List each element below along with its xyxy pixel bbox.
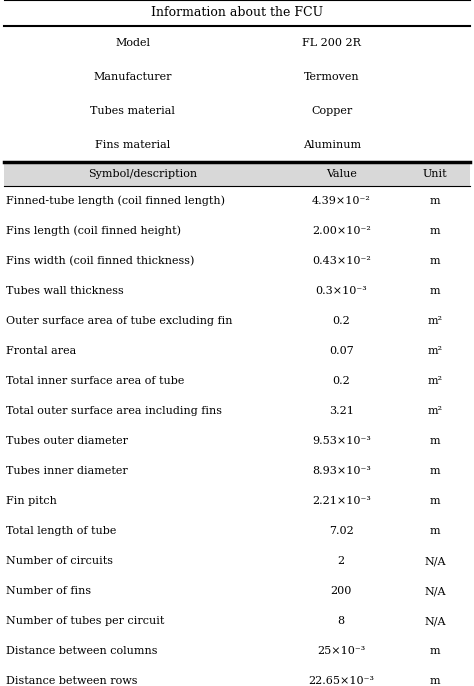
- Text: Distance between columns: Distance between columns: [6, 646, 157, 656]
- Text: Tubes wall thickness: Tubes wall thickness: [6, 286, 124, 296]
- Text: 200: 200: [330, 586, 352, 596]
- Text: Fins length (coil finned height): Fins length (coil finned height): [6, 226, 181, 236]
- Text: 8: 8: [337, 616, 345, 626]
- Text: m: m: [430, 286, 440, 296]
- Text: Tubes inner diameter: Tubes inner diameter: [6, 466, 128, 476]
- Text: Number of fins: Number of fins: [6, 586, 91, 596]
- Text: Fins width (coil finned thickness): Fins width (coil finned thickness): [6, 256, 194, 266]
- Text: m: m: [430, 676, 440, 686]
- Text: Number of circuits: Number of circuits: [6, 556, 113, 566]
- Text: m: m: [430, 466, 440, 476]
- Text: Fin pitch: Fin pitch: [6, 496, 57, 506]
- Text: Termoven: Termoven: [304, 72, 360, 82]
- Text: m: m: [430, 526, 440, 536]
- Text: m²: m²: [428, 406, 443, 416]
- Text: 0.2: 0.2: [332, 316, 350, 326]
- Text: 3.21: 3.21: [329, 406, 354, 416]
- Text: Fins material: Fins material: [95, 140, 170, 150]
- Text: Information about the FCU: Information about the FCU: [151, 6, 323, 19]
- Text: Aluminum: Aluminum: [303, 140, 361, 150]
- Text: m²: m²: [428, 376, 443, 386]
- Text: N/A: N/A: [425, 586, 446, 596]
- Text: m: m: [430, 646, 440, 656]
- Text: m²: m²: [428, 316, 443, 326]
- Text: 0.2: 0.2: [332, 376, 350, 386]
- Text: 0.07: 0.07: [329, 346, 354, 356]
- Text: Total length of tube: Total length of tube: [6, 526, 117, 536]
- Text: 8.93×10⁻³: 8.93×10⁻³: [312, 466, 371, 476]
- Text: 2.21×10⁻³: 2.21×10⁻³: [312, 496, 371, 506]
- Text: m²: m²: [428, 346, 443, 356]
- Text: 25×10⁻³: 25×10⁻³: [317, 646, 365, 656]
- Text: m: m: [430, 196, 440, 206]
- Text: Total inner surface area of tube: Total inner surface area of tube: [6, 376, 184, 386]
- Text: Outer surface area of tube excluding fin: Outer surface area of tube excluding fin: [6, 316, 233, 326]
- Text: Tubes material: Tubes material: [90, 106, 175, 116]
- Text: Manufacturer: Manufacturer: [93, 72, 172, 82]
- Text: 9.53×10⁻³: 9.53×10⁻³: [312, 436, 371, 446]
- Text: Finned-tube length (coil finned length): Finned-tube length (coil finned length): [6, 196, 225, 206]
- Bar: [4, 162, 470, 186]
- Text: m: m: [430, 256, 440, 266]
- Text: Total outer surface area including fins: Total outer surface area including fins: [6, 406, 222, 416]
- Text: m: m: [430, 496, 440, 506]
- Text: 22.65×10⁻³: 22.65×10⁻³: [308, 676, 374, 686]
- Text: Value: Value: [326, 169, 357, 179]
- Text: 0.43×10⁻²: 0.43×10⁻²: [312, 256, 371, 266]
- Text: Symbol/description: Symbol/description: [89, 169, 198, 179]
- Text: Model: Model: [115, 38, 150, 48]
- Text: 7.02: 7.02: [329, 526, 354, 536]
- Text: Number of tubes per circuit: Number of tubes per circuit: [6, 616, 164, 626]
- Text: N/A: N/A: [425, 616, 446, 626]
- Text: Tubes outer diameter: Tubes outer diameter: [6, 436, 128, 446]
- Text: m: m: [430, 436, 440, 446]
- Text: N/A: N/A: [425, 556, 446, 566]
- Text: 2: 2: [337, 556, 345, 566]
- Text: m: m: [430, 226, 440, 236]
- Text: Copper: Copper: [311, 106, 353, 116]
- Text: 2.00×10⁻²: 2.00×10⁻²: [312, 226, 371, 236]
- Text: 4.39×10⁻²: 4.39×10⁻²: [312, 196, 371, 206]
- Text: Frontal area: Frontal area: [6, 346, 76, 356]
- Text: Unit: Unit: [423, 169, 447, 179]
- Text: 0.3×10⁻³: 0.3×10⁻³: [315, 286, 367, 296]
- Text: Distance between rows: Distance between rows: [6, 676, 137, 686]
- Text: FL 200 2R: FL 200 2R: [302, 38, 361, 48]
